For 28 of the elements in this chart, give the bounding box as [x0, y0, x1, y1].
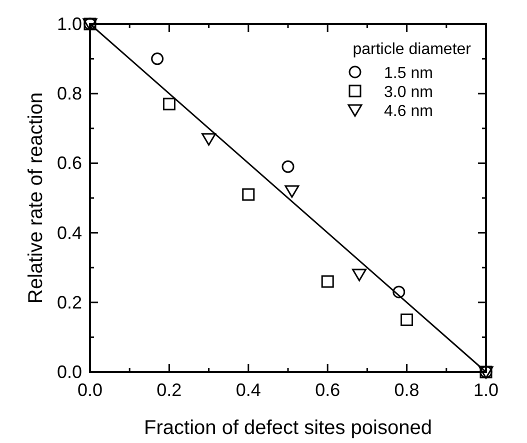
- x-axis-title: Fraction of defect sites poisoned: [144, 417, 432, 439]
- point: [242, 188, 255, 201]
- legend-label: 1.5 nm: [384, 65, 433, 82]
- point: [162, 98, 176, 110]
- point: [282, 160, 294, 173]
- x-tick-label: 1.0: [473, 380, 499, 400]
- point: [392, 286, 406, 298]
- y-axis-title: Relative rate of reaction: [25, 92, 47, 304]
- y-tick-label: 1.0: [56, 14, 82, 34]
- x-tick-label: 0.4: [236, 380, 261, 400]
- y-tick-label: 0.4: [56, 222, 82, 243]
- point: [284, 185, 300, 198]
- legend-title: particle diameter: [352, 41, 472, 58]
- point: [151, 52, 164, 66]
- y-tick-label: 0.8: [56, 84, 82, 104]
- point: [400, 314, 414, 326]
- legend-label: 3.0 nm: [384, 84, 433, 101]
- y-tick-label: 0.0: [56, 362, 82, 382]
- point: [352, 268, 367, 282]
- x-tick-label: 0.0: [77, 380, 103, 400]
- point: [202, 133, 216, 146]
- y-tick-label: 0.6: [56, 153, 82, 174]
- x-tick-label: 0.8: [394, 380, 420, 400]
- y-tick-label: 0.2: [56, 292, 82, 312]
- x-tick-label: 0.6: [315, 380, 340, 400]
- point: [321, 275, 334, 288]
- x-tick-label: 0.2: [156, 380, 182, 400]
- legend-label: 4.6 nm: [384, 103, 433, 120]
